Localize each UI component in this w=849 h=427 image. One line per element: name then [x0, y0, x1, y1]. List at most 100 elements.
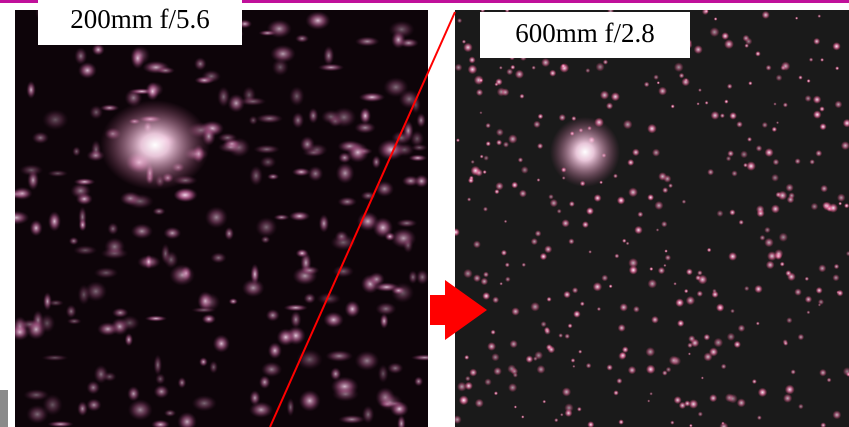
star [19, 164, 43, 176]
star [756, 322, 760, 326]
star [483, 207, 488, 212]
star [558, 333, 563, 338]
star [633, 306, 640, 313]
star [94, 365, 109, 384]
star [783, 394, 792, 403]
star [727, 84, 733, 90]
star [776, 121, 779, 124]
star [627, 159, 634, 166]
star [192, 395, 217, 411]
star [572, 365, 575, 368]
star [505, 277, 511, 283]
star [514, 405, 517, 408]
star [559, 114, 566, 121]
star [707, 169, 714, 176]
star [616, 378, 622, 384]
star [227, 94, 245, 113]
star [321, 110, 341, 124]
star [729, 209, 735, 215]
star [145, 254, 153, 269]
star [78, 284, 91, 305]
star [355, 351, 380, 371]
star [670, 421, 674, 425]
star [820, 185, 828, 193]
star [541, 321, 547, 327]
star [508, 383, 517, 392]
star [609, 284, 613, 288]
star [838, 202, 842, 206]
star [499, 66, 503, 70]
star [593, 282, 602, 291]
star [798, 334, 805, 341]
star [518, 157, 523, 162]
star [711, 111, 720, 120]
star [289, 211, 310, 221]
star [724, 39, 734, 49]
star [805, 277, 809, 281]
star [668, 183, 673, 188]
comparison-image: 200mm f/5.6 600mm f/2.8 [0, 0, 849, 427]
star [359, 107, 371, 124]
star [582, 221, 589, 228]
star [727, 333, 735, 341]
star [813, 38, 820, 45]
star [764, 227, 770, 233]
star [547, 346, 555, 354]
star [783, 341, 788, 346]
star [463, 269, 472, 278]
star [613, 390, 618, 395]
star [249, 402, 273, 418]
star [333, 265, 354, 277]
star [731, 170, 737, 176]
star [532, 66, 536, 70]
star [505, 262, 510, 267]
star [597, 307, 601, 311]
star [569, 201, 575, 207]
star [507, 364, 516, 373]
star [473, 274, 481, 282]
star [154, 354, 163, 375]
star [721, 364, 727, 370]
star [375, 302, 396, 315]
star [688, 335, 695, 342]
star [210, 252, 226, 263]
star [92, 44, 105, 56]
star [256, 114, 283, 124]
star [452, 228, 460, 236]
star [515, 70, 524, 79]
star [47, 170, 68, 177]
star [561, 64, 566, 69]
star [66, 305, 77, 319]
star [565, 409, 573, 417]
star [677, 320, 684, 327]
star [752, 379, 757, 384]
star [813, 95, 821, 103]
star [618, 324, 626, 332]
star [805, 296, 812, 303]
star [513, 372, 518, 377]
star [492, 296, 499, 303]
star [557, 209, 562, 214]
star [41, 354, 68, 361]
star [467, 197, 471, 201]
star [292, 168, 311, 177]
star [338, 415, 365, 424]
star [647, 194, 654, 201]
star [268, 342, 282, 359]
star [519, 94, 524, 99]
star [578, 350, 582, 354]
star [568, 323, 573, 328]
star [249, 115, 258, 125]
star [504, 220, 507, 223]
star [780, 65, 786, 71]
star [619, 352, 626, 359]
star [332, 387, 359, 402]
left-label: 200mm f/5.6 [70, 4, 210, 34]
star [785, 385, 795, 395]
star [145, 315, 167, 321]
star [178, 377, 187, 388]
star [818, 264, 826, 272]
star [787, 272, 796, 281]
star [757, 415, 762, 420]
star [837, 193, 846, 202]
